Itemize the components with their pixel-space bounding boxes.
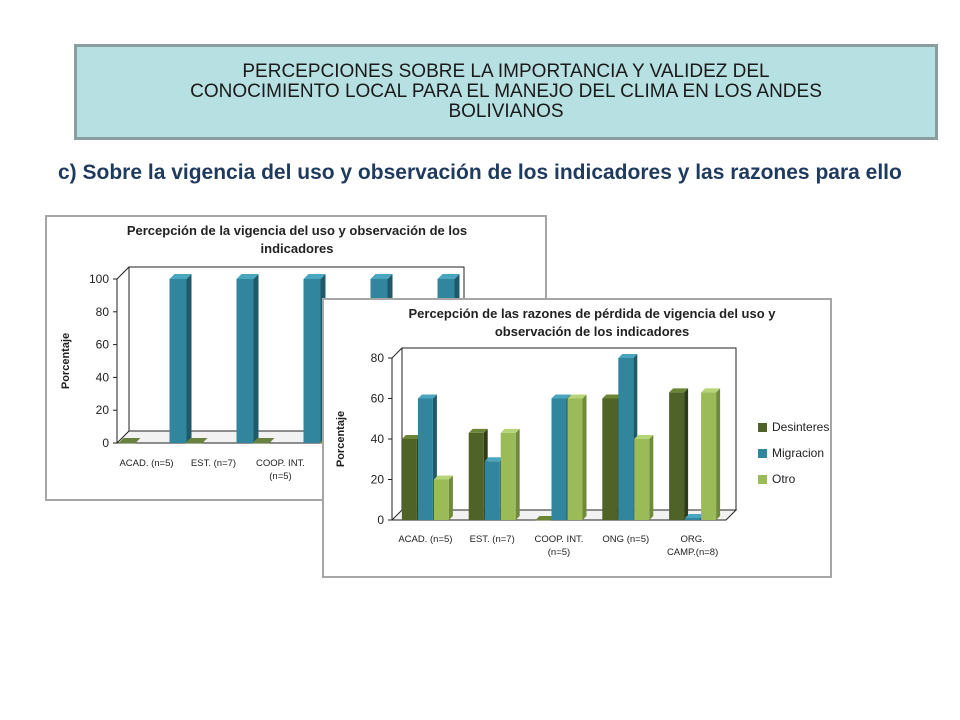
legend-swatch <box>758 475 767 484</box>
chart-title: observación de los indicadores <box>495 324 689 339</box>
bar-top <box>500 428 520 433</box>
x-tick-label: ONG (n=5) <box>602 534 649 545</box>
bar-migracion <box>417 398 433 520</box>
chart-title: Percepción de las razones de pérdida de … <box>408 306 776 321</box>
bar-series-0 <box>118 443 136 444</box>
x-tick-label: ORG. <box>680 534 704 545</box>
bar-desinteres <box>535 520 551 521</box>
y-tick-label: 80 <box>371 351 385 365</box>
bar-top <box>468 428 488 433</box>
bar-migracion <box>551 398 567 520</box>
chart-razones: Percepción de las razones de pérdida de … <box>322 298 832 578</box>
bar-top <box>303 274 326 279</box>
x-tick-label: EST. (n=7) <box>191 458 236 469</box>
bar-top <box>437 274 460 279</box>
y-tick-label: 20 <box>371 473 385 487</box>
bar-top <box>401 435 421 439</box>
y-tick-label: 40 <box>96 370 110 384</box>
legend-label: Migracion <box>772 446 824 460</box>
y-tick-label: 60 <box>96 338 110 352</box>
bar-top <box>252 438 275 443</box>
y-tick-label: 60 <box>371 392 385 406</box>
axis-edge <box>116 266 130 280</box>
y-tick-label: 20 <box>96 403 110 417</box>
bar-side <box>253 274 259 443</box>
bar-side <box>684 388 689 520</box>
y-tick-label: 40 <box>371 432 385 446</box>
y-tick-label: 0 <box>102 436 109 450</box>
chart-razones-svg: Percepción de las razones de pérdida de … <box>335 306 829 558</box>
legend-label: Otro <box>772 472 796 486</box>
x-tick-label: CAMP.(n=8) <box>667 547 718 558</box>
bar-desinteres <box>468 432 484 520</box>
bar-top <box>551 394 571 399</box>
y-tick-label: 100 <box>89 272 109 286</box>
bar-top <box>602 394 622 399</box>
bar-top <box>701 388 721 393</box>
bar-series-0 <box>252 443 270 444</box>
chart-title: Percepción de la vigencia del uso y obse… <box>127 223 467 238</box>
axis-edge <box>391 347 403 359</box>
x-tick-label: (n=5) <box>548 547 570 558</box>
bar-top <box>484 457 504 462</box>
bar-desinteres <box>669 392 685 520</box>
bar-otro <box>433 479 449 520</box>
bar-migracion <box>484 461 500 520</box>
bar-top <box>118 438 141 443</box>
bar-series-1 <box>303 279 321 443</box>
bar-top <box>669 388 689 393</box>
bar-top <box>417 394 437 399</box>
bar-top <box>236 274 259 279</box>
bar-side <box>582 394 587 520</box>
bar-side <box>515 428 520 520</box>
bar-migracion <box>685 517 701 520</box>
header-banner: PERCEPCIONES SOBRE LA IMPORTANCIA Y VALI… <box>74 44 938 140</box>
bar-otro <box>701 392 717 520</box>
bar-migracion <box>618 358 634 520</box>
x-tick-label: COOP. INT. <box>256 458 305 469</box>
bar-top <box>185 438 208 443</box>
bar-desinteres <box>602 398 618 520</box>
x-tick-label: ACAD. (n=5) <box>398 534 452 545</box>
bar-top <box>370 274 393 279</box>
bar-otro <box>634 439 650 520</box>
bar-top <box>535 516 555 520</box>
bar-top <box>169 274 192 279</box>
y-tick-label: 0 <box>377 513 384 527</box>
legend-swatch <box>758 449 767 458</box>
header-title: PERCEPCIONES SOBRE LA IMPORTANCIA Y VALI… <box>190 61 822 122</box>
chart-title: indicadores <box>261 241 334 256</box>
bar-top <box>618 354 638 358</box>
bar-side <box>186 274 192 443</box>
bar-series-1 <box>169 279 187 443</box>
bar-series-0 <box>185 443 203 444</box>
y-axis-label: Porcentaje <box>60 333 72 389</box>
slide-subtitle: c) Sobre la vigencia del uso y observaci… <box>58 161 902 184</box>
bar-top <box>567 394 587 399</box>
y-axis-label: Porcentaje <box>335 411 347 467</box>
legend-swatch <box>758 423 767 432</box>
x-tick-label: ACAD. (n=5) <box>119 458 173 469</box>
x-tick-label: EST. (n=7) <box>470 534 515 545</box>
x-tick-label: COOP. INT. <box>535 534 584 545</box>
bar-side <box>448 475 453 520</box>
bar-otro <box>500 432 516 520</box>
bar-top <box>685 513 705 518</box>
bar-side <box>649 435 654 520</box>
bar-top <box>634 435 654 439</box>
bar-series-1 <box>236 279 254 443</box>
bar-side <box>716 388 721 520</box>
x-tick-label: (n=5) <box>269 471 291 482</box>
legend-label: Desinteres <box>772 420 829 434</box>
bar-otro <box>567 398 583 520</box>
bar-top <box>433 475 453 480</box>
y-tick-label: 80 <box>96 305 110 319</box>
bar-desinteres <box>401 439 417 520</box>
